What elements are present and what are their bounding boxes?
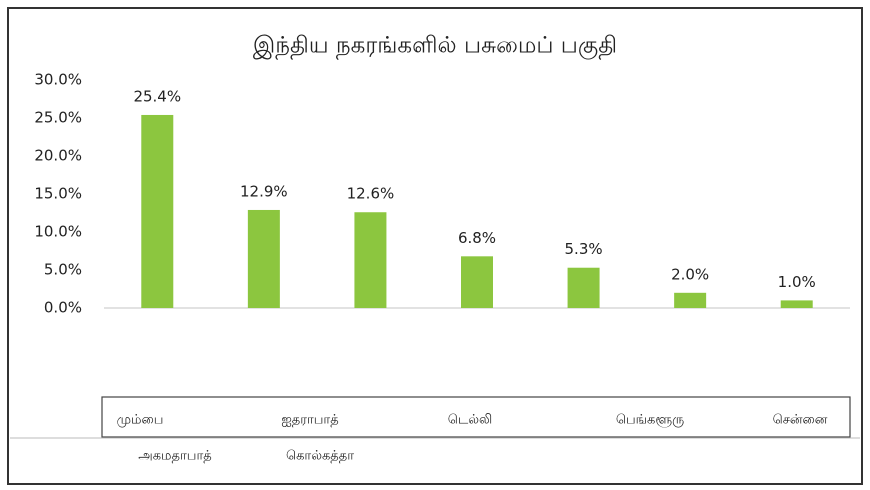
value-label: 1.0% [778,273,816,291]
y-tick-label: 20.0% [34,147,82,165]
y-tick-label: 30.0% [34,71,82,89]
value-label: 12.6% [347,185,395,203]
bar [247,209,280,308]
chart-title: இந்திய நகரங்களில் பசுமைப் பகுதி [253,33,617,60]
category-box [101,396,851,438]
value-label: 6.8% [458,229,496,247]
value-label: 25.4% [133,87,181,105]
bar [354,212,387,308]
value-label: 5.3% [565,240,603,258]
y-tick-label: 25.0% [34,109,82,127]
x-tick-label: கொல்கத்தா [286,449,354,464]
bar [567,267,600,308]
x-tick-label: டெல்லி [448,413,493,428]
x-tick-label: ஐதராபாத் [281,413,338,428]
bar [674,292,707,308]
x-tick-label: சென்னை [773,413,828,428]
bar [141,114,174,309]
bar [461,256,493,308]
x-tick-label: பெங்களூரு [616,413,684,428]
y-tick-label: 10.0% [34,223,82,241]
x-tick-label: அகமதாபாத் [138,449,211,464]
bar [780,300,813,308]
value-label: 12.9% [240,182,288,200]
y-tick-label: 15.0% [34,185,82,203]
x-tick-label: மும்பை [117,413,164,428]
value-label: 2.0% [671,265,709,283]
y-tick-label: 0.0% [44,299,82,317]
y-tick-label: 5.0% [44,261,82,279]
